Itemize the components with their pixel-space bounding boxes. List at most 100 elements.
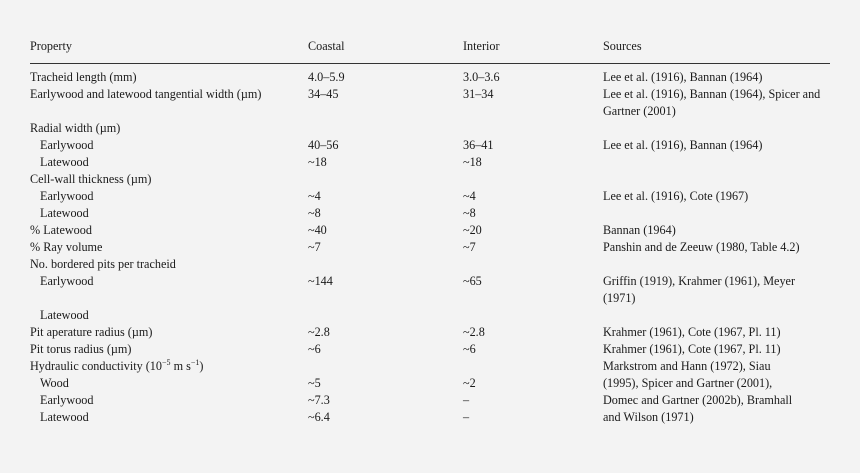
cell-property: Tracheid length (mm) xyxy=(30,70,137,84)
cell-sources: (1995), Spicer and Gartner (2001), xyxy=(603,376,773,390)
cell-property: Earlywood xyxy=(40,393,94,407)
table-row: % Latewood ~40 ~20 Bannan (1964) xyxy=(30,222,830,239)
header-property: Property xyxy=(30,38,308,64)
cell-coastal xyxy=(308,358,463,375)
cell-sources: Lee et al. (1916), Cote (1967) xyxy=(603,189,749,203)
header-interior: Interior xyxy=(463,38,603,64)
cell-property: Latewood xyxy=(40,155,89,169)
cell-interior: ~7 xyxy=(463,240,476,254)
table-row: Pit torus radius (µm) ~6 ~6 Krahmer (1961),… xyxy=(30,341,830,358)
cell-property: Pit aperature radius (µm) xyxy=(30,325,153,339)
cell-sources: and Wilson (1971) xyxy=(603,410,694,424)
cell-sources: Krahmer (1961), Cote (1967, Pl. 11) xyxy=(603,325,781,339)
cell-sources xyxy=(603,307,830,324)
table-row: Pit aperature radius (µm) ~2.8 ~2.8 Krahmer… xyxy=(30,324,830,341)
cell-interior: 3.0–3.6 xyxy=(463,70,500,84)
cell-interior: – xyxy=(463,410,470,424)
cell-interior: – xyxy=(463,393,470,407)
cell-property: Earlywood xyxy=(40,274,94,288)
table-row: Earlywood ~4 ~4 Lee et al. (1916), Cote (19… xyxy=(30,188,830,205)
header-coastal: Coastal xyxy=(308,38,463,64)
table-row: Tracheid length (mm) 4.0–5.9 3.0–3.6 Lee et… xyxy=(30,64,830,87)
table-body: Tracheid length (mm) 4.0–5.9 3.0–3.6 Lee et… xyxy=(30,64,830,427)
cell-coastal xyxy=(308,307,463,324)
cell-coastal: ~2.8 xyxy=(308,325,330,339)
cell-property: Pit torus radius (µm) xyxy=(30,342,132,356)
table-row: % Ray volume ~7 ~7 Panshin and de Zeeuw (19… xyxy=(30,239,830,256)
cell-coastal: ~8 xyxy=(308,206,321,220)
cell-sources: Griffin (1919), Krahmer (1961), Meyer (1… xyxy=(603,274,796,305)
cell-interior xyxy=(463,358,603,375)
cell-interior: ~65 xyxy=(463,274,482,288)
table-row: Latewood ~18 ~18 xyxy=(30,154,830,171)
cell-coastal xyxy=(308,120,463,137)
table-row: Earlywood ~7.3 – Domec and Gartner (2002b),… xyxy=(30,392,830,409)
table-row: Latewood xyxy=(30,307,830,324)
table-row: Earlywood 40–56 36–41 Lee et al. (1916), Ba… xyxy=(30,137,830,154)
cell-coastal: ~6.4 xyxy=(308,410,330,424)
table-row: Earlywood ~144 ~65 Griffin (1919), Krahmer … xyxy=(30,273,830,307)
cell-coastal: 40–56 xyxy=(308,138,339,152)
cell-property: Radial width (µm) xyxy=(30,121,121,135)
table-row: Earlywood and latewood tangential width … xyxy=(30,86,830,120)
cell-property: Earlywood xyxy=(40,138,94,152)
cell-coastal: ~7.3 xyxy=(308,393,330,407)
cell-property: % Ray volume xyxy=(30,240,103,254)
cell-interior: 31–34 xyxy=(463,87,494,101)
cell-sources xyxy=(603,120,830,137)
cell-interior: ~2.8 xyxy=(463,325,485,339)
cell-interior: ~8 xyxy=(463,206,476,220)
cell-interior xyxy=(463,307,603,324)
table-header: Property Coastal Interior Sources xyxy=(30,38,830,64)
cell-coastal xyxy=(308,171,463,188)
table-row: No. bordered pits per tracheid xyxy=(30,256,830,273)
cell-sources xyxy=(603,171,830,188)
cell-sources xyxy=(603,256,830,273)
cell-coastal: ~7 xyxy=(308,240,321,254)
table-row: Latewood ~8 ~8 xyxy=(30,205,830,222)
cell-coastal: ~144 xyxy=(308,274,333,288)
cell-sources: Domec and Gartner (2002b), Bramhall xyxy=(603,393,793,407)
cell-interior: ~18 xyxy=(463,155,482,169)
cell-property: Earlywood xyxy=(40,189,94,203)
cell-sources: Markstrom and Hann (1972), Siau xyxy=(603,359,771,373)
cell-coastal: 4.0–5.9 xyxy=(308,70,345,84)
cell-property: Wood xyxy=(40,376,69,390)
cell-sources: Bannan (1964) xyxy=(603,223,676,237)
table-row: Latewood ~6.4 – and Wilson (1971) xyxy=(30,409,830,426)
exponent: −1 xyxy=(190,357,200,367)
cell-interior: ~2 xyxy=(463,376,476,390)
cell-sources: Krahmer (1961), Cote (1967, Pl. 11) xyxy=(603,342,781,356)
cell-sources xyxy=(603,205,830,222)
cell-property: Earlywood and latewood tangential width … xyxy=(30,87,262,101)
cell-interior: 36–41 xyxy=(463,138,494,152)
header-sources: Sources xyxy=(603,38,830,64)
table-row: Hydraulic conductivity (10−5 m s−1) Marks… xyxy=(30,358,830,375)
cell-property: No. bordered pits per tracheid xyxy=(30,257,176,271)
cell-property: Latewood xyxy=(40,410,89,424)
exponent: −5 xyxy=(162,357,171,367)
table-row: Wood ~5 ~2 (1995), Spicer and Gartner (2001… xyxy=(30,375,830,392)
cell-property: Latewood xyxy=(40,308,89,322)
cell-coastal: ~6 xyxy=(308,342,321,356)
cell-interior xyxy=(463,171,603,188)
cell-interior xyxy=(463,120,603,137)
cell-property: % Latewood xyxy=(30,223,92,237)
cell-interior xyxy=(463,256,603,273)
cell-coastal: ~5 xyxy=(308,376,321,390)
cell-coastal: 34–45 xyxy=(308,87,339,101)
cell-property: Cell-wall thickness (µm) xyxy=(30,172,152,186)
cell-coastal xyxy=(308,256,463,273)
cell-interior: ~20 xyxy=(463,223,482,237)
property-unit: m s xyxy=(170,359,191,373)
cell-sources: Lee et al. (1916), Bannan (1964) xyxy=(603,138,763,152)
cell-interior: ~6 xyxy=(463,342,476,356)
header-row: Property Coastal Interior Sources xyxy=(30,38,830,64)
cell-coastal: ~4 xyxy=(308,189,321,203)
cell-coastal: ~40 xyxy=(308,223,327,237)
property-close: ) xyxy=(199,359,204,373)
cell-sources xyxy=(603,154,830,171)
cell-property: Hydraulic conductivity (10−5 m s−1) xyxy=(30,358,308,375)
table-row: Radial width (µm) xyxy=(30,120,830,137)
